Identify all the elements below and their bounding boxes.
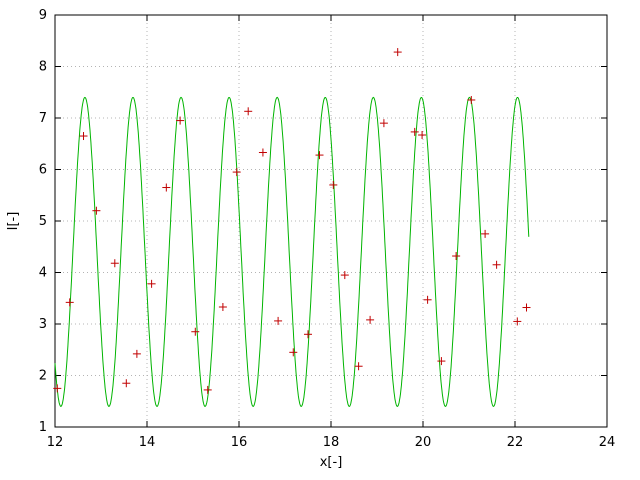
grid-lines [55,15,607,427]
data-point-marker [423,295,432,304]
data-point-marker [418,130,427,139]
data-point-marker [65,298,74,307]
data-point-marker [513,317,522,326]
data-point-marker [244,107,253,116]
y-tick-label: 8 [39,60,47,75]
fit-curve-line [54,96,530,407]
data-point-marker [304,330,312,339]
data-point-marker [132,349,141,358]
x-tick-label: 24 [599,435,616,450]
data-point-marker [176,116,185,125]
data-point-marker [274,316,283,325]
data-point-marker [481,229,490,238]
y-tick-label: 1 [39,420,47,435]
x-tick-label: 16 [231,435,248,450]
data-point-marker [191,327,200,336]
x-tick-label: 20 [415,435,432,450]
y-tick-label: 4 [39,266,47,281]
series-layer [53,48,531,407]
y-tick-label: 6 [39,163,47,178]
data-point-marker [410,127,419,136]
data-point-marker [79,132,88,141]
x-tick-label: 14 [139,435,156,450]
data-point-marker [492,260,501,269]
data-point-marker [522,303,531,312]
data-point-marker [289,348,298,357]
data-point-marker [147,279,156,288]
x-tick-label: 22 [507,435,524,450]
data-point-marker [162,183,171,192]
data-point-marker [437,357,446,366]
data-point-marker [354,362,363,371]
data-point-marker [329,180,338,189]
x-axis-label: x[-] [320,455,343,470]
data-point-marker [122,379,131,388]
data-point-marker [232,168,241,177]
data-point-marker [340,271,349,280]
y-tick-label: 2 [39,369,47,384]
data-point-marker [467,95,476,104]
y-tick-label: 3 [39,317,47,332]
data-point-marker [379,119,388,128]
x-tick-label: 12 [47,435,64,450]
data-point-marker [452,252,461,261]
data-point-marker [53,384,62,393]
data-point-marker [315,151,324,160]
data-point-marker [218,303,227,312]
data-point-marker [393,48,402,57]
y-tick-label: 9 [39,8,47,23]
data-point-marker [366,315,375,324]
data-point-marker [110,259,119,268]
y-tick-label: 5 [39,214,47,229]
y-tick-label: 7 [39,111,47,126]
x-tick-label: 18 [323,435,340,450]
data-point-marker [258,148,267,157]
data-point-marker [92,206,101,215]
data-point-marker [203,385,212,394]
y-axis-label: I[-] [6,212,21,231]
